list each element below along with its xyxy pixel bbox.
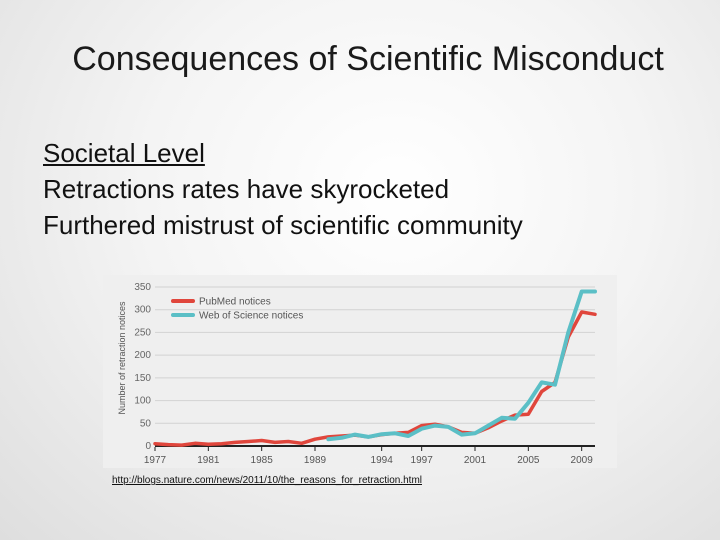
x-tick-label: 2009	[571, 455, 594, 466]
x-tick-label: 1977	[144, 455, 167, 466]
retraction-chart: 0 50 100 150 200 250 300 350 1977 1981 1985 1989 19…	[103, 275, 617, 468]
y-tick-labels: 0 50 100 150 200 250 300 350	[134, 282, 151, 452]
bullet-mistrust: Furthered mistrust of scientific communi…	[43, 210, 523, 240]
y-tick-label: 250	[134, 327, 151, 338]
y-tick-label: 150	[134, 373, 151, 384]
x-tick-labels: 1977 1981 1985 1989 1994 1997 2001 2005 2009	[144, 447, 593, 466]
series-line-web-of-science	[326, 289, 597, 442]
legend-label: Web of Science notices	[199, 311, 303, 322]
x-tick-label: 2005	[517, 455, 540, 466]
x-tick-label: 1981	[197, 455, 220, 466]
y-tick-label: 100	[134, 396, 151, 407]
y-tick-label: 200	[134, 350, 151, 361]
legend-label: PubMed notices	[199, 297, 271, 308]
bullet-societal-level: Societal Level	[43, 138, 205, 168]
y-tick-label: 300	[134, 305, 151, 316]
chart-legend: PubMed notices Web of Science notices	[171, 297, 303, 322]
x-tick-label: 1989	[304, 455, 327, 466]
bullet-retraction-rates: Retractions rates have skyrocketed	[43, 174, 450, 204]
x-tick-label: 1997	[411, 455, 434, 466]
x-tick-label: 1985	[251, 455, 274, 466]
y-tick-label: 0	[145, 441, 151, 452]
x-tick-label: 1994	[371, 455, 394, 466]
chart-series	[153, 289, 597, 447]
source-link[interactable]: http://blogs.nature.com/news/2011/10/the…	[112, 475, 422, 486]
x-tick-label: 2001	[464, 455, 487, 466]
slide-title: Consequences of Scientific Misconduct	[72, 40, 664, 78]
y-axis-label: Number of retraction notices	[117, 301, 127, 415]
chart-gridlines	[155, 286, 595, 447]
y-tick-label: 350	[134, 282, 151, 293]
bullet-list: Societal Level Retractions rates have sk…	[43, 135, 523, 243]
y-tick-label: 50	[140, 418, 152, 429]
